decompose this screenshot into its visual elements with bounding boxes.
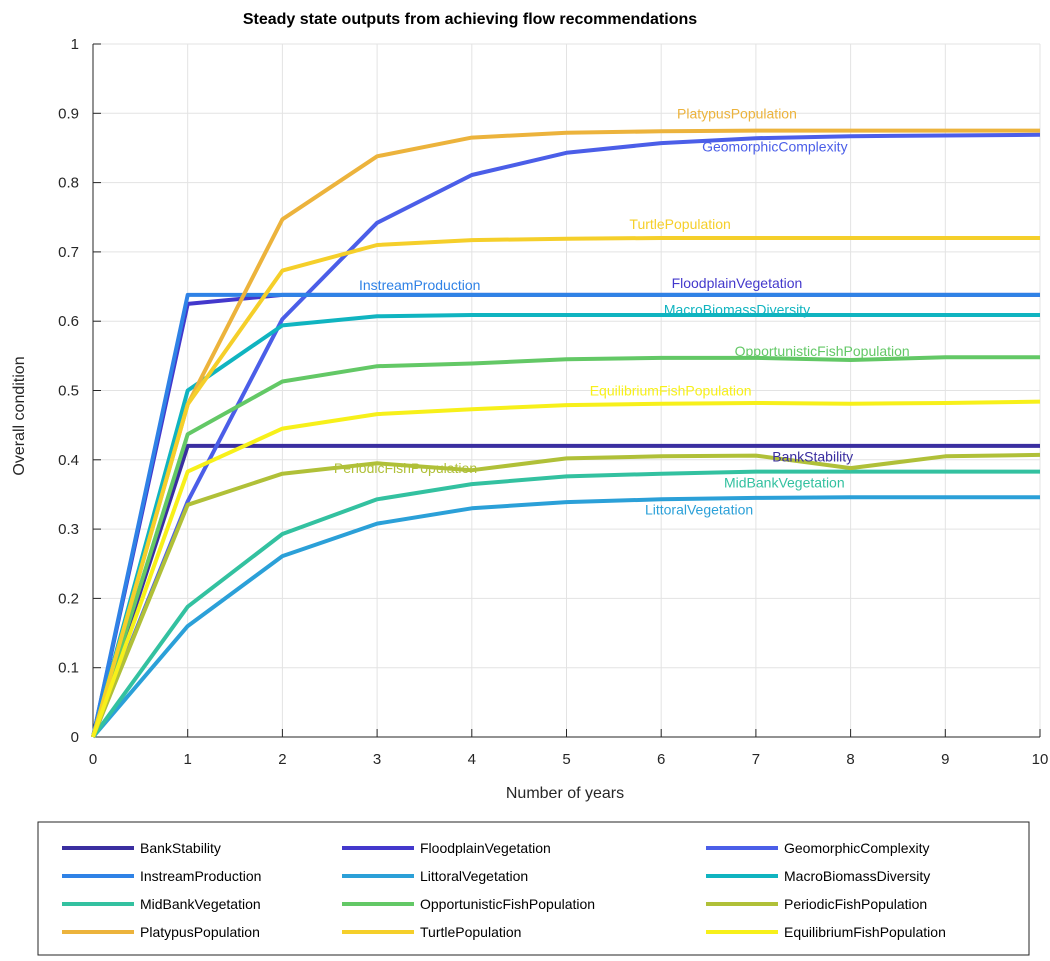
legend-box <box>37 821 1030 956</box>
series-annotations: BankStability FloodplainVegetation Geomorp… <box>334 105 910 517</box>
legend: BankStability FloodplainVegetation Geomorp… <box>37 821 1030 956</box>
x-tick-label: 7 <box>752 751 760 768</box>
y-tick-label: 0.2 <box>58 590 79 607</box>
legend-entry: FloodplainVegetation <box>420 840 551 856</box>
series-lines <box>91 128 1041 739</box>
y-tick-label: 1 <box>71 36 79 53</box>
legend-entry: InstreamProduction <box>140 868 261 884</box>
y-tick-label: 0.9 <box>58 105 79 122</box>
y-tick-label: 0.3 <box>58 521 79 538</box>
series-annotation: OpportunisticFishPopulation <box>735 343 910 359</box>
series-line <box>91 443 1040 738</box>
series-annotation: EquilibriumFishPopulation <box>590 383 752 399</box>
grid <box>93 43 1041 737</box>
y-tick-label: 0.5 <box>58 383 79 400</box>
y-tick-label: 0.8 <box>58 175 79 192</box>
legend-entry: BankStability <box>140 840 221 856</box>
series-annotation: LittoralVegetation <box>645 502 753 518</box>
y-tick-label: 0 <box>71 729 79 746</box>
series-line <box>91 292 1040 738</box>
series-line <box>91 355 1040 738</box>
x-tick-label: 3 <box>373 751 381 768</box>
legend-entry: GeomorphicComplexity <box>784 840 930 856</box>
legend-entry: PeriodicFishPopulation <box>784 896 927 912</box>
series-line <box>91 313 1040 738</box>
y-tick-label: 0.1 <box>58 660 79 677</box>
series-annotation: PeriodicFishPopulation <box>334 460 477 476</box>
x-tick-label: 2 <box>278 751 286 768</box>
series-annotation: MacroBiomassDiversity <box>664 301 810 317</box>
legend-entry: PlatypusPopulation <box>140 924 260 940</box>
y-tick-label: 0.6 <box>58 313 79 330</box>
series-annotation: GeomorphicComplexity <box>702 139 848 155</box>
series-line <box>91 128 1040 738</box>
x-axis-label: Number of years <box>506 785 624 802</box>
legend-entry: MidBankVegetation <box>140 896 261 912</box>
series-annotation: TurtlePopulation <box>629 216 730 232</box>
series-annotation: FloodplainVegetation <box>672 275 803 291</box>
x-tick-label: 8 <box>846 751 854 768</box>
legend-entry: LittoralVegetation <box>420 868 528 884</box>
series-line <box>91 469 1040 739</box>
x-tick-label: 1 <box>184 751 192 768</box>
y-tick-label: 0.4 <box>58 452 79 469</box>
chart-title: Steady state outputs from achieving flow… <box>243 11 697 28</box>
x-tick-label: 4 <box>468 751 476 768</box>
legend-entry: OpportunisticFishPopulation <box>420 896 595 912</box>
axes: 0 1 2 3 4 5 6 7 8 9 10 0 0.1 0.2 0.3 0.4 0.5 0.6 0.7 0.8 0.9… <box>58 36 1048 768</box>
x-tick-label: 0 <box>89 751 97 768</box>
series-line <box>91 399 1041 738</box>
series-line <box>91 132 1041 738</box>
series-line <box>91 452 1041 738</box>
x-tick-label: 9 <box>941 751 949 768</box>
y-axis-label: Overall condition <box>11 356 28 475</box>
x-tick-label: 5 <box>562 751 570 768</box>
series-annotation: BankStability <box>772 448 853 464</box>
series-line <box>91 236 1040 738</box>
series-annotation: InstreamProduction <box>359 277 480 293</box>
legend-entry: EquilibriumFishPopulation <box>784 924 946 940</box>
series-annotation: MidBankVegetation <box>724 475 845 491</box>
series-annotation: PlatypusPopulation <box>677 105 797 121</box>
x-tick-label: 10 <box>1032 751 1049 768</box>
y-tick-label: 0.7 <box>58 244 79 261</box>
series-line <box>91 495 1040 739</box>
x-tick-label: 6 <box>657 751 665 768</box>
legend-entry: MacroBiomassDiversity <box>784 868 930 884</box>
legend-entry: TurtlePopulation <box>420 924 521 940</box>
